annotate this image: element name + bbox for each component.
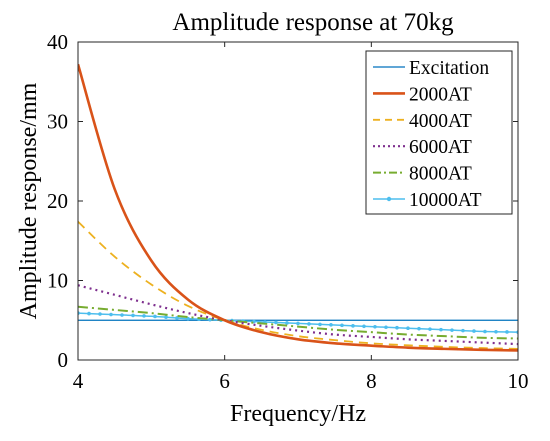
legend-marker <box>386 196 392 202</box>
series-line-8000at <box>78 305 518 340</box>
series-marker <box>505 330 509 334</box>
x-tick-label: 10 <box>508 369 529 393</box>
series-marker <box>98 312 102 316</box>
y-tick-label: 40 <box>47 30 68 54</box>
series-marker <box>450 328 454 332</box>
legend-box <box>365 50 513 215</box>
series-marker <box>362 324 366 329</box>
series-marker <box>296 321 300 326</box>
series-marker <box>142 314 146 318</box>
legend-label: 10000AT <box>409 190 482 211</box>
series-marker <box>406 326 410 330</box>
series-line-4000at <box>78 221 518 350</box>
series-marker <box>274 320 278 325</box>
x-tick-label: 8 <box>366 369 377 393</box>
legend: Excitation 2000AT 4000AT 6000AT 8000AT 10000A… <box>365 50 513 215</box>
tick-layer: 4 6 8 10 0 10 20 30 40 <box>47 30 529 393</box>
series-line-2000at <box>78 63 518 352</box>
series-marker <box>417 326 421 331</box>
series-marker <box>307 322 311 326</box>
y-tick-label: 30 <box>47 110 68 134</box>
series-marker <box>318 322 322 327</box>
legend-label: 4000AT <box>409 111 472 132</box>
series-marker <box>120 313 124 317</box>
series-marker <box>472 329 476 333</box>
series-marker <box>208 317 212 322</box>
series-marker <box>109 312 113 317</box>
series-marker <box>428 327 432 331</box>
series-marker <box>153 314 157 319</box>
legend-label: 2000AT <box>409 84 472 105</box>
series-marker <box>483 329 487 334</box>
y-tick-label: 0 <box>58 348 69 372</box>
chart-title: Amplitude response at 70kg <box>172 9 454 36</box>
x-tick-label: 4 <box>73 369 84 393</box>
series-marker <box>87 311 91 316</box>
series-marker <box>131 313 135 318</box>
series-marker <box>340 323 344 328</box>
x-tick-label: 6 <box>219 369 230 393</box>
series-marker <box>164 315 168 320</box>
series-marker <box>494 329 498 334</box>
series-marker <box>285 321 289 325</box>
series-layer <box>78 63 518 352</box>
series-marker <box>384 325 388 330</box>
legend-label: Excitation <box>409 58 489 79</box>
series-marker <box>439 327 443 332</box>
y-tick-label: 20 <box>47 189 68 213</box>
legend-label: 8000AT <box>409 164 472 185</box>
series-marker <box>395 325 399 330</box>
y-axis-label: Amplitude response/mm <box>16 82 42 319</box>
x-axis-label: Frequency/Hz <box>230 401 366 427</box>
series-marker <box>175 316 179 320</box>
series-marker <box>461 328 465 333</box>
series-marker <box>373 324 377 329</box>
legend-label: 6000AT <box>409 137 472 158</box>
series-marker <box>329 323 333 327</box>
y-tick-label: 10 <box>47 269 68 293</box>
series-marker <box>351 324 355 328</box>
